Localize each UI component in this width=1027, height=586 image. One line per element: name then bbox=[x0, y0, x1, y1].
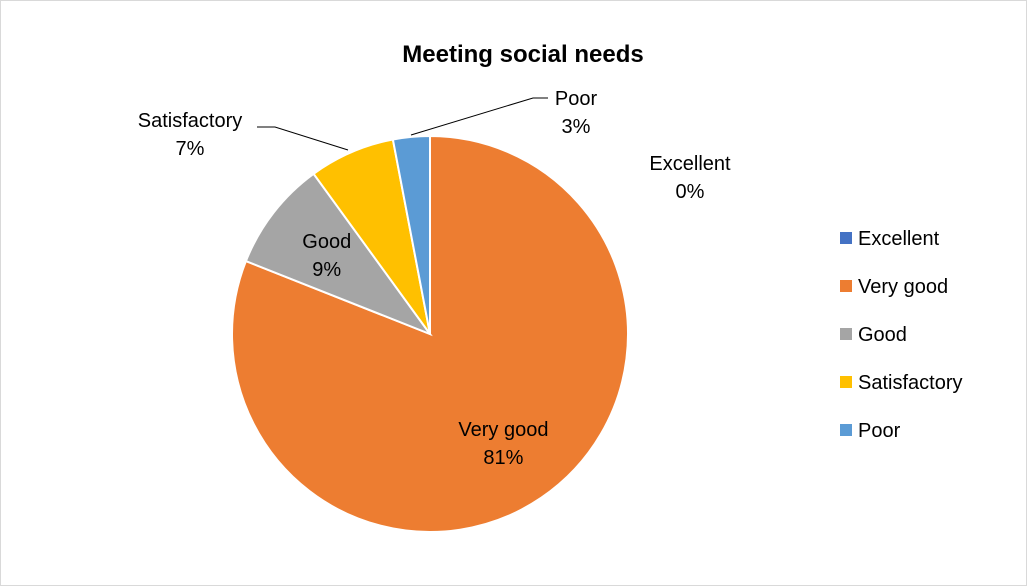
data-labels: Excellent 0% Very good 81% Good 9% Satisfactor… bbox=[138, 88, 731, 469]
legend-item-good: Good bbox=[840, 324, 907, 346]
chart-title: Meeting social needs bbox=[402, 41, 643, 68]
legend-swatch-excellent bbox=[840, 232, 852, 244]
data-label-percent-excellent: 0% bbox=[676, 181, 705, 203]
legend-label-very-good: Very good bbox=[858, 276, 948, 298]
pie-slices bbox=[231, 134, 629, 533]
legend-swatch-poor bbox=[840, 424, 852, 436]
legend-swatch-satisfactory bbox=[840, 376, 852, 388]
data-label-category-excellent: Excellent bbox=[649, 153, 731, 175]
legend-swatch-very-good bbox=[840, 280, 852, 292]
legend-label-satisfactory: Satisfactory bbox=[858, 372, 962, 394]
leader-lines bbox=[257, 97, 548, 151]
slice-poor bbox=[391, 134, 431, 335]
leader-line-satisfactory bbox=[257, 126, 349, 151]
legend: Excellent Very good Good Satisfactory Poor bbox=[840, 228, 962, 442]
legend-item-satisfactory: Satisfactory bbox=[840, 372, 962, 394]
legend-swatch-good bbox=[840, 328, 852, 340]
data-label-satisfactory: Satisfactory 7% bbox=[138, 110, 242, 160]
data-label-category-satisfactory: Satisfactory bbox=[138, 110, 242, 132]
data-label-percent-poor: 3% bbox=[562, 116, 591, 138]
legend-item-very-good: Very good bbox=[840, 276, 948, 298]
legend-item-excellent: Excellent bbox=[840, 228, 940, 250]
data-label-percent-good: 9% bbox=[312, 259, 341, 281]
data-label-percent-satisfactory: 7% bbox=[176, 138, 205, 160]
legend-label-excellent: Excellent bbox=[858, 228, 940, 250]
data-label-excellent: Excellent 0% bbox=[649, 153, 731, 203]
legend-label-poor: Poor bbox=[858, 420, 901, 442]
data-label-good: Good 9% bbox=[302, 231, 351, 281]
slice-good bbox=[244, 172, 433, 337]
leader-line-poor bbox=[410, 97, 548, 136]
data-label-category-very-good: Very good bbox=[458, 419, 548, 441]
data-label-category-good: Good bbox=[302, 231, 351, 253]
data-label-very-good: Very good 81% bbox=[458, 419, 548, 469]
legend-label-good: Good bbox=[858, 324, 907, 346]
legend-item-poor: Poor bbox=[840, 420, 901, 442]
data-label-percent-very-good: 81% bbox=[483, 447, 523, 469]
data-label-category-poor: Poor bbox=[555, 88, 598, 110]
data-label-poor: Poor 3% bbox=[555, 88, 598, 138]
